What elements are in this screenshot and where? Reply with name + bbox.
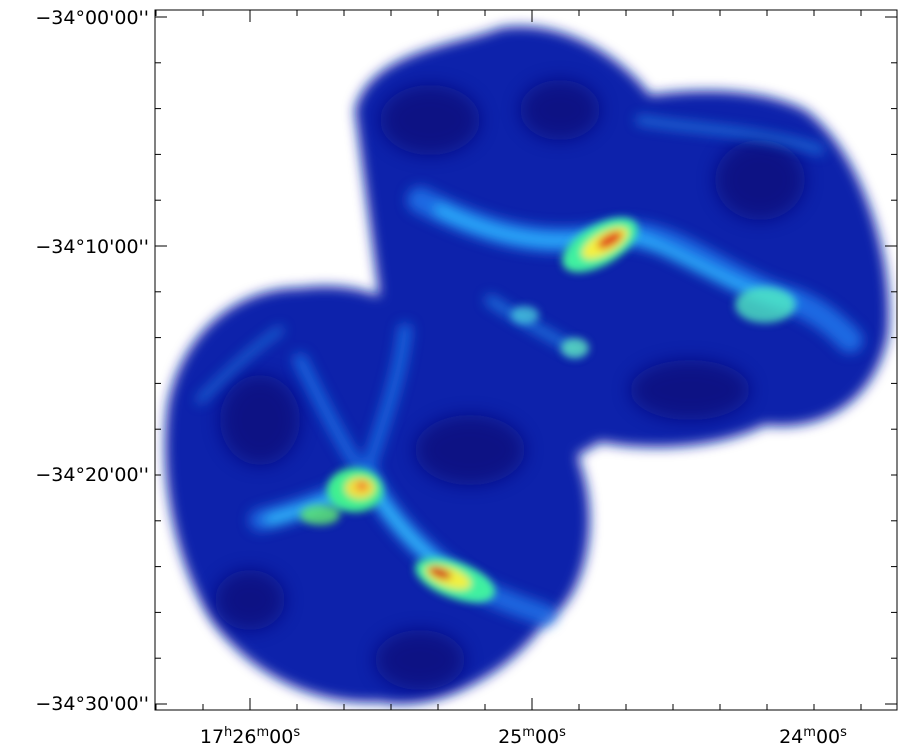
dark-patch — [215, 570, 285, 630]
y-tick-label: −34°00'00'' — [35, 7, 149, 29]
hotspot — [735, 287, 795, 323]
y-tick-label: −34°30'00'' — [35, 693, 149, 715]
dark-patch — [375, 630, 465, 690]
hotspot — [561, 338, 589, 358]
y-tick-label: −34°20'00'' — [35, 464, 149, 486]
hotspot — [511, 306, 539, 324]
y-tick-label: −34°10'00'' — [35, 236, 149, 258]
dark-patch — [520, 80, 600, 140]
page: −34°00'00'' −34°10'00'' −34°20'00'' −34°30'… — [0, 0, 899, 750]
hotspot — [300, 505, 340, 525]
dark-patch — [380, 85, 480, 155]
hotspot — [356, 481, 368, 491]
dark-patch — [715, 140, 805, 220]
x-tick-label: 17h26m00s — [200, 725, 300, 749]
dark-patch — [220, 375, 300, 465]
dark-patch — [630, 360, 750, 420]
figure: −34°00'00'' −34°10'00'' −34°20'00'' −34°30'… — [0, 0, 899, 750]
dark-patch — [415, 415, 525, 485]
